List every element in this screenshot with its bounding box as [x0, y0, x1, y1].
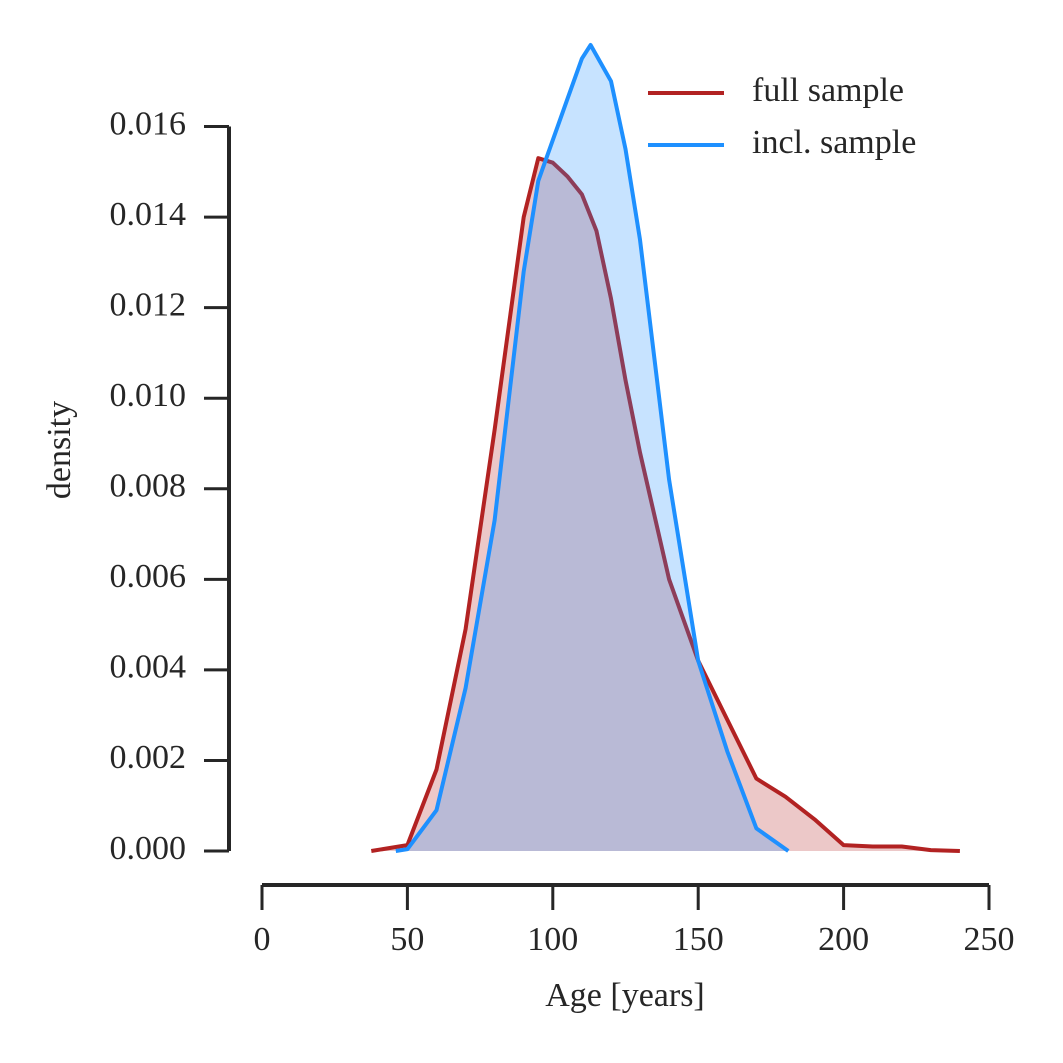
y-tick-label: 0.012 [110, 286, 187, 323]
y-tick-label: 0.016 [110, 105, 187, 142]
x-tick-label: 200 [818, 921, 869, 958]
y-tick-label: 0.008 [110, 468, 187, 505]
y-tick-label: 0.002 [110, 739, 187, 776]
x-tick-label: 50 [390, 921, 424, 958]
legend-label: incl. sample [752, 124, 916, 161]
density-line [395, 43, 790, 853]
legend-label: full sample [752, 72, 904, 109]
y-tick-label: 0.004 [110, 649, 187, 686]
y-tick-label: 0.006 [110, 558, 187, 595]
area-fill [395, 45, 789, 851]
y-tick-label: 0.000 [110, 830, 187, 867]
y-tick-label: 0.014 [110, 196, 187, 233]
x-tick-label: 0 [254, 921, 271, 958]
x-axis-label: Age [years] [545, 977, 705, 1014]
y-axis-label: density [41, 401, 78, 499]
x-tick-label: 100 [527, 921, 578, 958]
density-line [370, 156, 960, 853]
y-tick-label: 0.010 [110, 377, 187, 414]
x-tick-label: 150 [673, 921, 724, 958]
x-tick-label: 250 [964, 921, 1015, 958]
